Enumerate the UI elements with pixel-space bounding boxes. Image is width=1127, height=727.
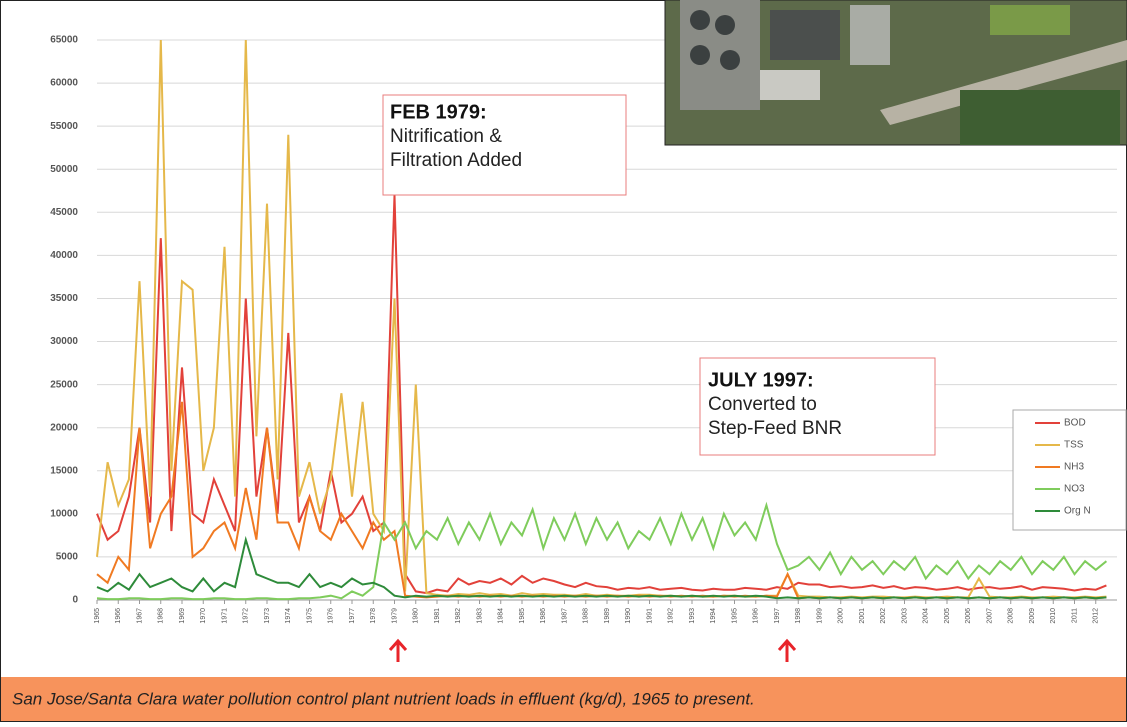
x-tick-label: 1986	[540, 608, 547, 624]
x-tick-label: 1991	[646, 608, 653, 624]
x-tick-label: 1982	[455, 608, 462, 624]
x-tick-label: 1983	[476, 608, 483, 624]
legend-label: BOD	[1064, 418, 1086, 429]
x-tick-label: 2001	[859, 608, 866, 624]
annotation-text: Filtration Added	[390, 150, 522, 171]
x-tick-label: 1989	[604, 608, 611, 624]
x-tick-label: 1987	[561, 608, 568, 624]
legend-label: NO3	[1064, 484, 1085, 495]
x-tick-label: 1988	[583, 608, 590, 624]
x-tick-label: 1998	[795, 608, 802, 624]
x-tick-label: 2010	[1050, 608, 1057, 624]
x-tick-label: 1966	[115, 608, 122, 624]
x-tick-label: 1973	[264, 608, 271, 624]
y-tick-label: 5000	[56, 552, 79, 563]
annotation-text: Converted to	[708, 394, 817, 415]
x-tick-label: 1985	[519, 608, 526, 624]
x-tick-label: 1968	[158, 608, 165, 624]
plant-photo	[665, 0, 1127, 145]
y-tick-label: 65000	[50, 35, 78, 46]
x-tick-label: 1977	[349, 608, 356, 624]
x-tick-label: 1996	[753, 608, 760, 624]
x-tick-label: 1993	[689, 608, 696, 624]
x-tick-label: 1965	[94, 608, 101, 624]
x-tick-label: 2009	[1029, 608, 1036, 624]
caption: San Jose/Santa Clara water pollution con…	[12, 689, 755, 708]
y-tick-label: 15000	[50, 465, 78, 476]
chart: 0 5000 10000 15000 20000 25000 30000 35000 40000…	[0, 0, 1127, 722]
x-tick-label: 1972	[243, 608, 250, 624]
x-tick-label: 1979	[391, 608, 398, 624]
x-tick-label: 2006	[965, 608, 972, 624]
y-tick-label: 0	[72, 595, 78, 606]
annotation-title: JULY 1997:	[708, 369, 814, 391]
y-tick-label: 25000	[50, 379, 78, 390]
x-tick-label: 2000	[838, 608, 845, 624]
y-tick-label: 50000	[50, 164, 78, 175]
legend-label: TSS	[1064, 440, 1084, 451]
y-tick-label: 60000	[50, 78, 78, 89]
legend-label: Org N	[1064, 506, 1091, 517]
y-tick-label: 10000	[50, 508, 78, 519]
y-tick-label: 55000	[50, 121, 78, 132]
x-tick-label: 2007	[986, 608, 993, 624]
x-tick-label: 1976	[328, 608, 335, 624]
x-tick-label: 2004	[923, 608, 930, 624]
x-tick-label: 2008	[1008, 608, 1015, 624]
x-tick-label: 1992	[668, 608, 675, 624]
legend-label: NH3	[1064, 462, 1084, 473]
annotation-title: FEB 1979:	[390, 101, 487, 123]
x-tick-label: 1994	[710, 608, 717, 624]
x-tick-label: 2002	[880, 608, 887, 624]
x-tick-label: 1981	[434, 608, 441, 624]
x-tick-label: 1997	[774, 608, 781, 624]
y-tick-label: 30000	[50, 336, 78, 347]
x-tick-label: 2011	[1071, 608, 1078, 623]
annotation-text: Step-Feed BNR	[708, 418, 842, 439]
y-tick-label: 20000	[50, 422, 78, 433]
x-tick-label: 1980	[413, 608, 420, 624]
page: 0 5000 10000 15000 20000 25000 30000 35000 40000…	[0, 0, 1127, 727]
x-tick-label: 1975	[306, 608, 313, 624]
x-tick-label: 2005	[944, 608, 951, 624]
annotation-text: Nitrification &	[390, 126, 502, 147]
x-tick-label: 1970	[200, 608, 207, 624]
x-tick-label: 2003	[901, 608, 908, 624]
x-tick-label: 2012	[1093, 608, 1100, 624]
x-tick-label: 1969	[179, 608, 186, 624]
y-tick-label: 35000	[50, 293, 78, 304]
x-tick-label: 1967	[136, 608, 143, 624]
x-tick-label: 1984	[498, 608, 505, 624]
y-tick-label: 40000	[50, 250, 78, 261]
x-tick-label: 1995	[731, 608, 738, 624]
y-tick-label: 45000	[50, 207, 78, 218]
x-tick-label: 1990	[625, 608, 632, 624]
x-tick-label: 1974	[285, 608, 292, 624]
x-tick-label: 1971	[221, 608, 228, 624]
x-tick-label: 1999	[816, 608, 823, 624]
x-tick-label: 1978	[370, 608, 377, 624]
